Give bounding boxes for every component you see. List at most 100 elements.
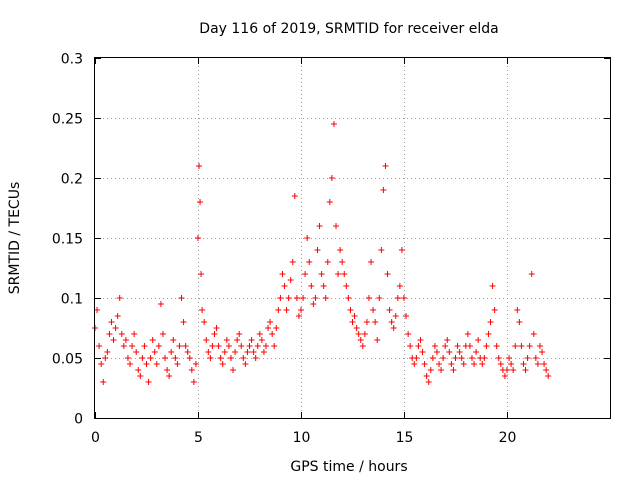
data-point: [135, 367, 142, 373]
x-axis-label: GPS time / hours: [290, 459, 407, 475]
data-point: [172, 355, 179, 361]
data-point: [162, 355, 169, 361]
data-point: [357, 337, 364, 343]
data-point: [429, 355, 436, 361]
data-point: [343, 283, 350, 289]
data-point: [279, 271, 286, 277]
data-point: [421, 361, 428, 367]
data-point: [203, 337, 210, 343]
data-point: [275, 307, 282, 313]
data-point: [234, 337, 241, 343]
x-tick-label: 15: [396, 430, 414, 446]
data-point: [405, 331, 412, 337]
plot-frame: [94, 57, 611, 419]
data-point: [403, 313, 410, 319]
data-point: [170, 337, 177, 343]
data-point: [479, 361, 486, 367]
data-point: [262, 343, 269, 349]
data-point: [431, 343, 438, 349]
data-point: [372, 319, 379, 325]
data-point: [396, 283, 403, 289]
data-point: [543, 367, 550, 373]
data-point: [118, 331, 125, 337]
data-point: [110, 337, 117, 343]
data-point: [318, 271, 325, 277]
data-point: [384, 271, 391, 277]
data-point: [370, 307, 377, 313]
y-tick-label: 0.05: [52, 352, 83, 368]
data-point: [473, 349, 480, 355]
data-point: [180, 319, 187, 325]
data-point: [316, 223, 323, 229]
data-point: [306, 259, 313, 265]
data-point: [475, 337, 482, 343]
data-point: [98, 361, 105, 367]
data-point: [394, 295, 401, 301]
data-point: [355, 331, 362, 337]
data-point: [349, 319, 356, 325]
data-point: [232, 349, 239, 355]
data-point: [102, 355, 109, 361]
data-point: [300, 295, 307, 301]
data-point: [322, 295, 329, 301]
data-point: [481, 355, 488, 361]
data-point: [141, 343, 148, 349]
data-point: [153, 361, 160, 367]
data-point: [380, 187, 387, 193]
data-point: [539, 349, 546, 355]
data-point: [413, 355, 420, 361]
data-point: [246, 343, 253, 349]
data-point: [104, 349, 111, 355]
data-point: [192, 361, 199, 367]
data-point: [100, 379, 107, 385]
data-point: [518, 343, 525, 349]
data-point: [215, 343, 222, 349]
chart-title: Day 116 of 2019, SRMTID for receiver eld…: [199, 21, 498, 37]
data-point: [534, 361, 541, 367]
data-point: [440, 355, 447, 361]
data-point: [124, 355, 131, 361]
data-point: [335, 271, 342, 277]
data-point: [182, 343, 189, 349]
y-tick-label: 0.3: [61, 52, 83, 68]
data-point: [250, 349, 257, 355]
data-point: [143, 361, 150, 367]
data-point: [536, 343, 543, 349]
data-point: [211, 331, 218, 337]
x-tick-label: 10: [293, 430, 311, 446]
data-point: [120, 343, 127, 349]
data-point: [176, 343, 183, 349]
data-point: [497, 361, 504, 367]
data-point: [271, 343, 278, 349]
data-point: [298, 307, 304, 313]
data-point: [155, 343, 162, 349]
y-tick-label: 0.2: [61, 172, 83, 188]
data-point: [398, 247, 405, 253]
data-point: [341, 271, 348, 277]
data-point: [532, 355, 539, 361]
data-point: [164, 367, 171, 373]
data-point: [392, 313, 399, 319]
data-point: [122, 337, 129, 343]
data-point: [510, 367, 517, 373]
data-point: [446, 349, 453, 355]
data-point: [365, 295, 372, 301]
data-point: [283, 307, 290, 313]
data-point: [415, 343, 422, 349]
data-point: [528, 271, 535, 277]
data-point: [388, 319, 395, 325]
y-tick-labels: 0 0.05 0.1 0.15 0.2 0.25 0.3: [52, 52, 83, 428]
data-point: [351, 313, 358, 319]
data-point: [427, 367, 434, 373]
data-point: [308, 283, 315, 289]
data-point: [483, 343, 490, 349]
data-point: [254, 343, 261, 349]
data-point: [114, 313, 121, 319]
data-point: [425, 379, 432, 385]
data-point: [337, 247, 344, 253]
data-point: [149, 337, 156, 343]
data-point: [464, 331, 471, 337]
data-point: [267, 319, 274, 325]
y-axis-label: SRMTID / TECUs: [7, 182, 23, 295]
data-point: [361, 331, 368, 337]
